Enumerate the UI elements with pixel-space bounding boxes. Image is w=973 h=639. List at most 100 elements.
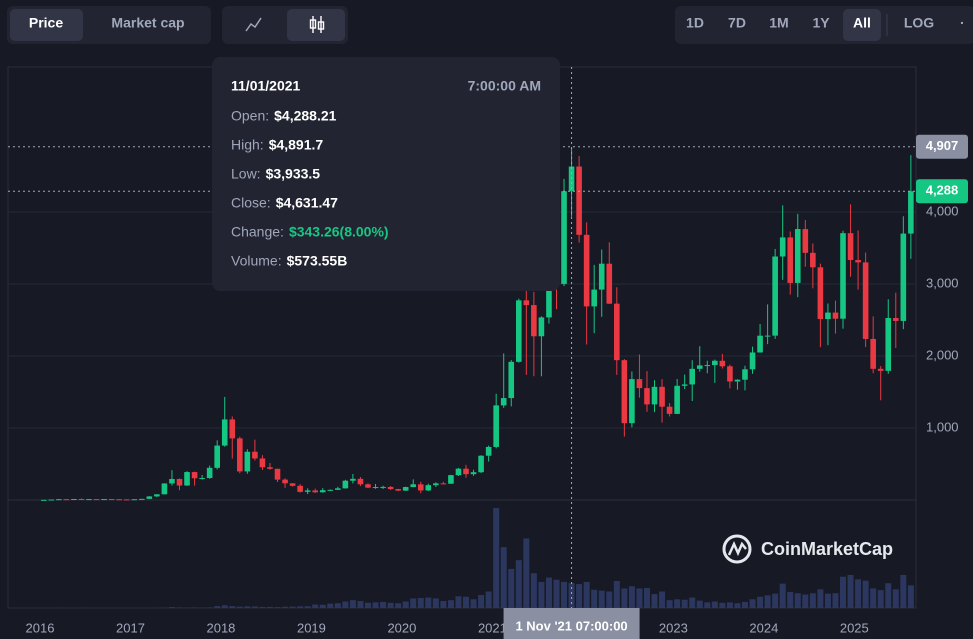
volume-bar xyxy=(726,602,733,608)
volume-bar xyxy=(757,596,764,608)
candle-body xyxy=(757,335,763,353)
candle-body xyxy=(847,233,854,261)
all-button[interactable] xyxy=(843,9,881,41)
volume-bar xyxy=(568,583,575,608)
x-tick-label: 2024 xyxy=(749,620,778,635)
range-1m[interactable]: 1M xyxy=(769,15,788,31)
candle-body xyxy=(538,317,545,337)
range-7d[interactable]: 7D xyxy=(728,15,746,31)
volume-bar xyxy=(455,596,462,608)
candle-body xyxy=(304,490,311,492)
candle-body xyxy=(508,361,515,399)
candle-body xyxy=(749,352,756,370)
crosshair-badge xyxy=(916,134,968,159)
candle-body xyxy=(433,483,439,486)
candle-body xyxy=(259,458,266,468)
x-tick-label: 2018 xyxy=(206,620,235,635)
watermark: CoinMarketCap xyxy=(722,534,893,564)
volume-bar xyxy=(214,606,221,608)
candle-body xyxy=(297,485,303,492)
y-tick-label: 4,000 xyxy=(926,203,959,218)
candle-body xyxy=(802,229,809,253)
range-1y[interactable]: 1Y xyxy=(812,15,830,31)
candle-body xyxy=(892,317,899,321)
volume-bar xyxy=(855,579,862,608)
candle-body xyxy=(681,384,688,386)
more-icon[interactable]: · xyxy=(960,15,965,31)
range-all[interactable]: All xyxy=(853,15,871,31)
candle-body xyxy=(395,489,401,491)
candle-body xyxy=(229,419,236,439)
candle-body xyxy=(380,486,386,488)
volume-bar xyxy=(417,598,424,608)
volume-bar xyxy=(802,594,809,608)
candle-body xyxy=(523,300,530,306)
candle-body xyxy=(71,498,77,500)
volume-bar xyxy=(274,607,281,608)
tooltip: 11/01/2021 7:00:00 AM Open: $4,288.21 High… xyxy=(212,57,560,291)
y-tick-label: 3,000 xyxy=(926,275,959,290)
time-label: 1 Nov '21 07:00:00 xyxy=(515,618,627,633)
candle-body xyxy=(312,490,319,493)
candle-body xyxy=(463,468,469,475)
candle-body xyxy=(154,494,160,497)
volume-bar xyxy=(327,603,334,608)
volume-bar xyxy=(319,604,326,608)
candle-body xyxy=(644,388,650,405)
volume-bar xyxy=(259,606,266,608)
range-1d[interactable]: 1D xyxy=(686,15,704,31)
candle-body xyxy=(244,451,251,472)
candle-body xyxy=(372,487,379,489)
candle-body xyxy=(191,472,198,479)
candle-body xyxy=(78,498,85,500)
volume-bar xyxy=(659,591,666,608)
candle-body xyxy=(666,406,673,414)
candle-body xyxy=(267,467,273,469)
last-price-label: 4,288 xyxy=(926,183,959,198)
candle-body xyxy=(862,262,869,339)
candle-body xyxy=(794,229,801,283)
candle-body xyxy=(651,386,658,405)
volume-bar xyxy=(832,593,839,608)
volume-bar xyxy=(357,601,364,608)
volume-bar xyxy=(840,576,847,608)
candle-body xyxy=(659,386,665,407)
volume-bar xyxy=(900,574,907,608)
volume-bar xyxy=(334,603,341,608)
volume-bar xyxy=(764,595,771,608)
price-label[interactable]: Price xyxy=(29,15,63,31)
volume-bar xyxy=(583,581,590,608)
volume-bar xyxy=(342,601,349,608)
volume-bar xyxy=(779,583,786,608)
volume-bar xyxy=(508,568,515,608)
candle-icon[interactable] xyxy=(309,16,325,33)
candle-body xyxy=(689,368,696,385)
line-icon[interactable] xyxy=(245,17,262,32)
crosshair-label: 4,907 xyxy=(926,138,959,153)
candle-body xyxy=(350,478,356,481)
candle-body xyxy=(696,365,703,369)
volume-bar xyxy=(500,547,507,608)
tooltip-row-label: Close: xyxy=(231,195,271,211)
volume-bar xyxy=(387,602,394,608)
candle-body xyxy=(478,455,484,473)
candle-body xyxy=(425,485,432,491)
candle-body xyxy=(335,488,341,490)
volume-bar xyxy=(870,588,877,608)
volume-bar xyxy=(749,599,756,608)
candle-body xyxy=(108,499,115,501)
candle-body xyxy=(817,267,824,320)
volume-bar xyxy=(734,603,741,608)
x-tick-label: 2019 xyxy=(297,620,326,635)
candle-body xyxy=(448,475,454,484)
candle-body xyxy=(704,365,711,367)
log-toggle[interactable]: LOG xyxy=(904,15,934,31)
volume-bar xyxy=(297,606,304,608)
volume-bar xyxy=(206,607,213,608)
tooltip-row-value: $4,288.21 xyxy=(274,108,336,124)
market-cap-label[interactable]: Market cap xyxy=(111,15,184,31)
candle-body xyxy=(493,405,499,447)
price-button[interactable] xyxy=(10,9,83,41)
volume-bar xyxy=(349,600,356,608)
volume-bar xyxy=(606,591,613,608)
